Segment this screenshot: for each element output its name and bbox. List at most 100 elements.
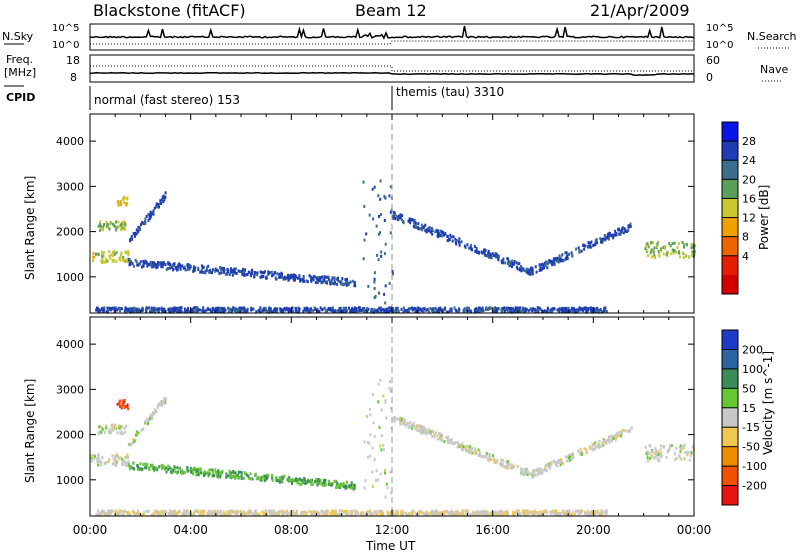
scatter-cell xyxy=(485,513,488,517)
scatter-cell xyxy=(496,307,499,311)
scatter-cell xyxy=(571,512,574,516)
scatter-cell xyxy=(232,471,235,474)
scatter-cell xyxy=(293,276,296,280)
scatter-cell xyxy=(118,512,121,516)
scatter-cell xyxy=(278,275,281,279)
freq-left-tick-high: 18 xyxy=(66,54,80,67)
scatter-cell xyxy=(122,401,125,405)
scatter-cell xyxy=(384,242,387,246)
scatter-cell xyxy=(335,512,337,516)
scatter-cell xyxy=(117,220,120,224)
scatter-cell xyxy=(329,512,332,516)
scatter-cell xyxy=(143,221,146,225)
scatter-cell xyxy=(231,308,234,312)
scatter-cell xyxy=(497,258,500,262)
scatter-cell xyxy=(168,511,171,515)
scatter-cell xyxy=(342,310,345,314)
scatter-cell xyxy=(534,310,537,313)
scatter-cell xyxy=(238,306,241,310)
scatter-cell xyxy=(693,244,696,248)
scatter-cell xyxy=(214,267,217,271)
colorbar-tick-label: 100 xyxy=(742,363,763,376)
scatter-cell xyxy=(431,434,434,438)
scatter-cell xyxy=(364,479,367,483)
scatter-cell xyxy=(569,513,572,517)
scatter-cell xyxy=(151,464,154,468)
scatter-cell xyxy=(667,250,670,254)
colorbar-segment xyxy=(722,179,738,199)
scatter-cell xyxy=(618,434,621,438)
scatter-cell xyxy=(442,511,445,514)
scatter-cell xyxy=(286,276,289,280)
scatter-cell xyxy=(108,509,111,513)
scatter-cell xyxy=(393,211,396,214)
scatter-cell xyxy=(227,306,229,310)
scatter-cell xyxy=(439,436,442,440)
scatter-cell xyxy=(572,510,575,514)
scatter-cell xyxy=(371,470,374,474)
scatter-cell xyxy=(674,458,677,462)
colorbar-segment xyxy=(722,122,738,142)
scatter-cell xyxy=(269,511,272,515)
scatter-cell xyxy=(411,512,414,516)
scatter-cell xyxy=(445,509,448,513)
scatter-cell xyxy=(681,251,684,255)
scatter-cell xyxy=(294,274,297,277)
scatter-cell xyxy=(490,458,493,462)
scatter-cell xyxy=(523,468,526,472)
scatter-cell xyxy=(316,479,319,483)
scatter-cell xyxy=(605,310,608,314)
scatter-cell xyxy=(299,279,302,283)
scatter-cell xyxy=(195,473,198,477)
scatter-cell xyxy=(117,224,120,228)
scatter-cell xyxy=(234,471,237,475)
scatter-cell xyxy=(202,309,205,313)
scatter-cell xyxy=(457,513,460,517)
scatter-cell xyxy=(190,470,192,474)
scatter-cell xyxy=(387,513,390,517)
scatter-cell xyxy=(653,254,656,258)
scatter-cell xyxy=(537,513,540,517)
scatter-cell xyxy=(545,260,548,264)
scatter-cell xyxy=(302,279,305,283)
scatter-cell xyxy=(101,511,104,515)
colorbar-tick-label: 200 xyxy=(742,343,763,356)
scatter-cell xyxy=(302,309,305,313)
scatter-cell xyxy=(116,402,119,406)
scatter-cell xyxy=(500,509,502,513)
scatter-cell xyxy=(118,509,121,513)
scatter-cell xyxy=(400,416,403,420)
scatter-cell xyxy=(626,230,628,234)
scatter-cell xyxy=(538,263,541,267)
scatter-cell xyxy=(415,308,418,312)
scatter-cell xyxy=(580,308,583,312)
scatter-cell xyxy=(162,262,165,266)
scatter-cell xyxy=(525,267,528,271)
scatter-cell xyxy=(95,252,97,256)
scatter-cell xyxy=(304,482,307,485)
scatter-cell xyxy=(425,228,428,232)
scatter-cell xyxy=(390,406,392,410)
scatter-cell xyxy=(256,273,259,277)
scatter-cell xyxy=(399,420,402,424)
scatter-cell xyxy=(93,255,96,259)
scatter-cell xyxy=(679,444,682,448)
scatter-cell xyxy=(554,463,557,467)
scatter-cell xyxy=(164,510,166,514)
scatter-cell xyxy=(681,241,684,244)
scatter-cell xyxy=(450,307,453,311)
station-title: Blackstone (fitACF) xyxy=(93,1,246,20)
scatter-cell xyxy=(118,201,121,205)
scatter-cell xyxy=(125,259,128,263)
scatter-cell xyxy=(222,510,225,514)
scatter-cell xyxy=(225,272,228,276)
scatter-cell xyxy=(221,307,224,311)
scatter-cell xyxy=(675,457,678,460)
scatter-cell xyxy=(161,308,164,312)
scatter-cell xyxy=(478,306,481,310)
scatter-cell xyxy=(390,306,393,310)
scatter-cell xyxy=(494,310,497,314)
scatter-cell xyxy=(202,265,205,269)
scatter-cell xyxy=(656,245,659,248)
scatter-cell xyxy=(120,228,123,232)
